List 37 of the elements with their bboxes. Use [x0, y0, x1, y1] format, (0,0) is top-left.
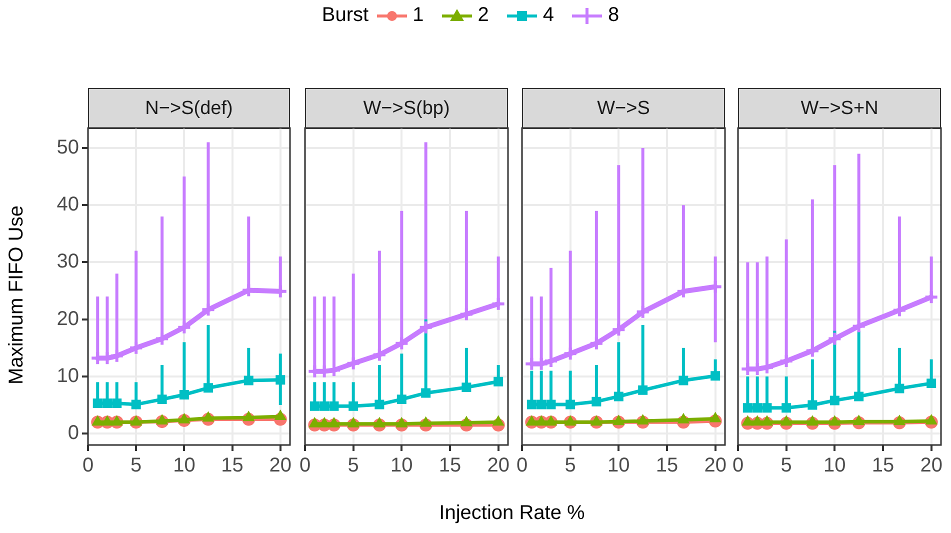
x-tick-label: 20	[487, 454, 510, 477]
y-tick-label: 30	[56, 250, 79, 273]
x-tick-label: 0	[82, 454, 94, 477]
x-tick-label: 10	[390, 454, 413, 477]
y-tick-label: 0	[68, 422, 79, 444]
chart-title: W−>S+N	[738, 88, 941, 129]
y-tick-label: 50	[56, 136, 79, 159]
x-tick-label: 5	[564, 454, 576, 477]
legend-label: 4	[542, 4, 554, 27]
x-tick-label: 15	[872, 454, 894, 477]
x-tick-label: 10	[173, 454, 196, 477]
y-tick-label: 20	[56, 308, 79, 330]
chart-title: W−>S(bp)	[305, 88, 508, 129]
x-tick-label: 15	[438, 454, 462, 477]
y-tick-label: 10	[56, 364, 79, 387]
legend-label: 2	[478, 4, 489, 27]
legend-title: Burst	[322, 4, 369, 27]
legend-label: 8	[608, 4, 620, 27]
x-tick-label: 0	[516, 454, 528, 477]
x-tick-label: 0	[299, 454, 311, 477]
x-tick-label: 20	[269, 454, 292, 477]
x-tick-label: 5	[130, 454, 142, 477]
x-tick-label: 10	[824, 454, 846, 477]
x-tick-label: 5	[348, 454, 359, 477]
x-axis-title: Injection Rate %	[438, 502, 586, 525]
x-tick-label: 0	[732, 454, 744, 477]
y-tick-label: 40	[56, 194, 79, 216]
x-tick-label: 10	[608, 454, 630, 477]
x-tick-label: 20	[704, 454, 726, 477]
x-tick-label: 20	[920, 454, 942, 477]
chart-title: N−>S(def)	[88, 88, 290, 129]
x-tick-label: 15	[656, 454, 678, 477]
y-axis-title: Maximum FIFO Use	[6, 206, 28, 384]
chart-title: W−>S	[522, 88, 725, 129]
x-tick-label: 15	[221, 454, 244, 477]
x-tick-label: 5	[780, 454, 792, 477]
legend-label: 1	[412, 4, 424, 27]
